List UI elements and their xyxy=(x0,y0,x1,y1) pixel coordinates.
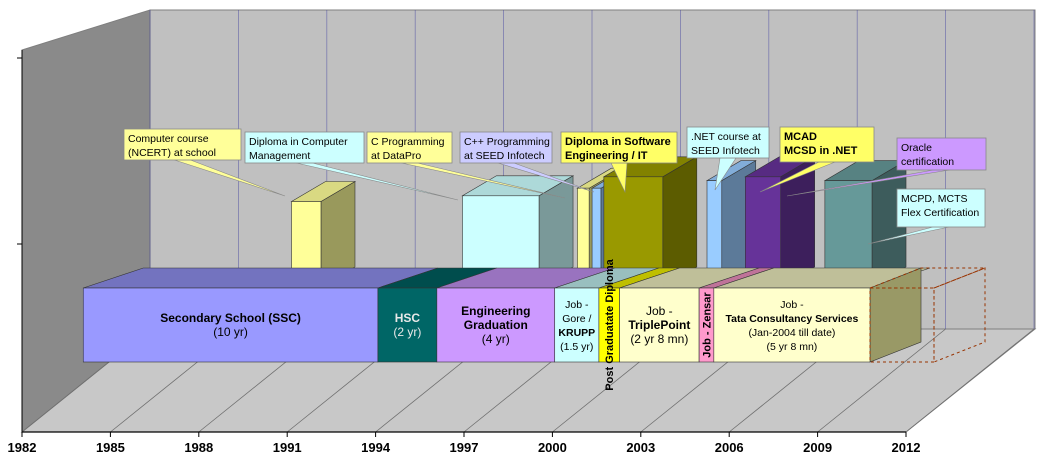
callout-label: Computer course xyxy=(128,133,209,145)
education-bar xyxy=(554,287,600,363)
x-tick-label: 1982 xyxy=(8,440,37,455)
future-top xyxy=(869,267,986,289)
education-bar-label: Tata Consultancy Services xyxy=(725,313,858,325)
callout-label: Diploma in Computer xyxy=(249,136,348,148)
education-bar-label: (2 yr) xyxy=(393,325,421,339)
education-bar-label: Graduation xyxy=(464,318,528,332)
education-bar-label: Secondary School (SSC) xyxy=(160,311,301,325)
x-tick-label: 1997 xyxy=(450,440,479,455)
education-bar xyxy=(713,287,871,363)
education-bar-label: KRUPP xyxy=(558,327,595,339)
x-tick-label: 1991 xyxy=(273,440,302,455)
education-bar xyxy=(436,287,556,363)
callout-label: MCPD, MCTS xyxy=(901,193,968,205)
education-bars: Secondary School (SSC)(10 yr) HSC(2 yr) En… xyxy=(82,258,931,391)
education-bar-label: Job - xyxy=(646,304,673,318)
education-bar-label: Job - xyxy=(780,299,804,311)
callout-box xyxy=(560,131,678,164)
education-bar-label: Job - xyxy=(565,299,589,311)
education-bar-label: (2 yr 8 mn) xyxy=(630,332,688,346)
callout-label: C Programming xyxy=(371,136,445,148)
course-bar-side xyxy=(662,156,698,288)
education-bar-label: (10 yr) xyxy=(213,325,248,339)
callout-label: C++ Programming xyxy=(464,136,550,148)
education-bar-label: Engineering xyxy=(461,304,530,318)
x-tick-label: 2003 xyxy=(626,440,655,455)
callout-label: .NET course at xyxy=(691,131,761,143)
callout-label: at DataPro xyxy=(371,150,421,162)
education-bar xyxy=(377,287,438,363)
callout-label: at SEED Infotech xyxy=(464,150,545,162)
callout-box xyxy=(244,131,365,164)
education-bar-label: (5 yr 8 mn) xyxy=(767,341,818,353)
education-bar xyxy=(82,287,379,363)
x-tick-label: 2000 xyxy=(538,440,567,455)
education-bar-label: Job - Zensar xyxy=(701,292,713,358)
callout-box xyxy=(459,131,553,164)
x-tick-label: 1988 xyxy=(184,440,213,455)
callout-box xyxy=(366,131,453,164)
callout-label: Flex Certification xyxy=(901,207,979,219)
x-tick-label: 1994 xyxy=(361,440,391,455)
callout-label: SEED Infotech xyxy=(691,145,760,157)
education-bar-label: (Jan-2004 till date) xyxy=(748,327,835,339)
future-box xyxy=(869,267,986,363)
callout-label: Oracle xyxy=(901,142,932,154)
callout-box xyxy=(896,137,987,171)
callout-box xyxy=(686,126,770,159)
x-tick-label: 2012 xyxy=(892,440,921,455)
education-bar-top xyxy=(83,267,439,289)
callout-box xyxy=(123,128,242,161)
callout-label: certification xyxy=(901,156,954,168)
future-side xyxy=(933,267,986,363)
education-bar-label: HSC xyxy=(395,311,421,325)
callout-label: (NCERT) at school xyxy=(128,147,216,159)
x-tick-label: 1985 xyxy=(96,440,125,455)
callout-label: MCAD xyxy=(784,131,817,143)
callouts: Computer course (NCERT) at school Diploma … xyxy=(123,126,987,245)
callout-label: MCSD in .NET xyxy=(784,145,858,157)
callout-box xyxy=(779,126,875,163)
callout-label: Engineering / IT xyxy=(565,150,648,162)
education-bar-label: Post Graduatate Diploma xyxy=(604,258,616,390)
education-bar-label: TriplePoint xyxy=(628,318,690,332)
education-bar-label: (1.5 yr) xyxy=(560,341,593,353)
callout-label: Management xyxy=(249,150,310,162)
floor-gridline xyxy=(905,328,1035,433)
x-tick-label: 2009 xyxy=(803,440,832,455)
x-tick-label: 2006 xyxy=(715,440,744,455)
x-axis: 1982 1985 1988 1991 1994 1997 2000 2003 2006 2009… xyxy=(8,431,921,455)
education-bar-label: (4 yr) xyxy=(482,332,510,346)
callout-label: Diploma in Software xyxy=(565,136,671,148)
floor-gridline xyxy=(817,328,946,433)
education-bar-label: Gore / xyxy=(562,313,591,325)
callout-box xyxy=(896,188,986,228)
education-bar xyxy=(619,287,700,363)
